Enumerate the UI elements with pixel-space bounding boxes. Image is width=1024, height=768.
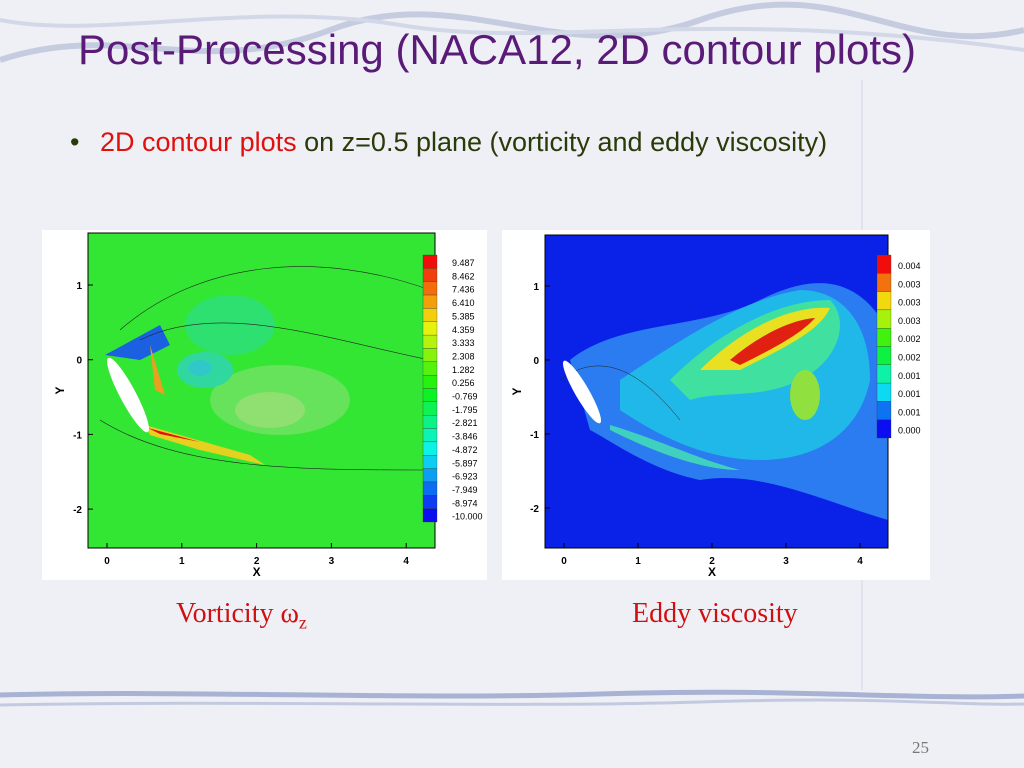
caption-text: Vorticity ω (176, 598, 299, 629)
legend-label: 7.436 (452, 285, 475, 295)
legend-label: 1.282 (452, 365, 475, 375)
legend-swatch (876, 328, 892, 347)
caption-subscript: z (298, 612, 307, 633)
legend-label: 0.000 (898, 426, 921, 436)
legend-swatch (422, 334, 438, 349)
x-tick-label: 1 (179, 556, 185, 567)
y-tick-label: -1 (73, 430, 82, 441)
bullet-highlight: 2D contour plots (100, 127, 297, 157)
y-axis-label: Y (510, 387, 524, 395)
legend-label: 5.385 (452, 311, 475, 321)
x-axis-label: X (253, 565, 261, 579)
legend-swatch (422, 388, 438, 403)
legend-label: 0.002 (898, 334, 921, 344)
y-axis-label: Y (53, 386, 67, 394)
y-tick-label: -2 (530, 504, 539, 515)
legend-label: 4.359 (452, 325, 475, 335)
x-tick-label: 0 (104, 556, 110, 567)
legend-swatch (876, 382, 892, 402)
legend-swatch (876, 254, 892, 274)
legend-label: 0.256 (452, 378, 475, 388)
caption: Eddy viscosity (632, 598, 798, 629)
x-tick-label: 4 (403, 556, 409, 567)
legend-swatch (422, 455, 438, 469)
legend-label: 2.308 (452, 351, 475, 361)
slide-title: Post-Processing (NACA12, 2D contour plot… (78, 26, 917, 73)
y-tick-label: 0 (533, 356, 539, 367)
x-tick-label: 2 (709, 556, 715, 567)
bullet: • 2D contour plots on z=0.5 plane (vorti… (70, 122, 890, 162)
legend-label: -3.846 (452, 432, 478, 442)
x-tick-label: 0 (561, 556, 567, 567)
y-tick-label: 1 (76, 281, 82, 292)
legend-swatch (876, 309, 892, 329)
legend-label: 9.487 (452, 258, 475, 268)
legend-swatch (422, 268, 438, 282)
legend-swatch (876, 419, 892, 439)
legend-swatch (422, 374, 438, 389)
legend-label: -10.000 (452, 512, 483, 522)
legend-swatch (422, 361, 438, 376)
y-tick-label: -1 (530, 430, 539, 441)
legend-swatch (422, 441, 438, 456)
legend-label: -8.974 (452, 498, 478, 508)
legend-label: 0.004 (898, 261, 921, 271)
vorticity-field (88, 233, 435, 548)
legend-swatch (422, 308, 438, 322)
legend-label: 0.001 (898, 371, 921, 381)
legend-label: 3.333 (452, 338, 475, 348)
x-axis-label: X (708, 565, 716, 579)
legend-swatch (876, 291, 892, 311)
bullet-text: on z=0.5 plane (vorticity and eddy visco… (304, 127, 828, 157)
y-tick-label: -2 (73, 505, 82, 516)
legend-swatch (422, 415, 438, 429)
y-tick-label: 0 (76, 356, 82, 367)
x-tick-label: 1 (635, 556, 641, 567)
bullet-dot: • (70, 127, 80, 157)
caption: Vorticity ωz (176, 598, 307, 634)
legend-label: 0.003 (898, 298, 921, 308)
legend-swatch (422, 428, 438, 443)
legend-label: -1.795 (452, 405, 478, 415)
page-number: 25 (912, 738, 929, 757)
legend-swatch (422, 254, 438, 269)
legend-swatch (422, 321, 438, 336)
legend-label: 0.003 (898, 316, 921, 326)
legend-label: 0.002 (898, 352, 921, 362)
legend-label: 0.003 (898, 279, 921, 289)
legend-swatch (422, 468, 438, 483)
legend-swatch (422, 401, 438, 416)
legend-swatch (422, 294, 438, 309)
legend-swatch (422, 348, 438, 362)
x-tick-label: 3 (329, 556, 335, 567)
eddy-viscosity-field (545, 235, 888, 548)
legend-label: 8.462 (452, 271, 475, 281)
legend-label: 0.001 (898, 389, 921, 399)
legend-swatch (422, 481, 438, 496)
legend-label: -7.949 (452, 485, 478, 495)
y-tick-label: 1 (533, 282, 539, 293)
x-tick-label: 3 (783, 556, 789, 567)
legend-label: -4.872 (452, 445, 478, 455)
legend-label: 0.001 (898, 407, 921, 417)
legend-swatch (876, 346, 892, 365)
legend-label: 6.410 (452, 298, 475, 308)
legend-label: -0.769 (452, 392, 478, 402)
legend-swatch (876, 401, 892, 420)
legend-label: -2.821 (452, 418, 478, 428)
legend-label: -5.897 (452, 458, 478, 468)
legend-swatch (422, 508, 438, 523)
legend-label: -6.923 (452, 472, 478, 482)
legend-swatch (876, 364, 892, 384)
x-tick-label: 2 (254, 556, 260, 567)
legend-swatch (876, 273, 892, 292)
x-tick-label: 4 (857, 556, 863, 567)
legend-swatch (422, 281, 438, 296)
legend-swatch (422, 495, 438, 509)
